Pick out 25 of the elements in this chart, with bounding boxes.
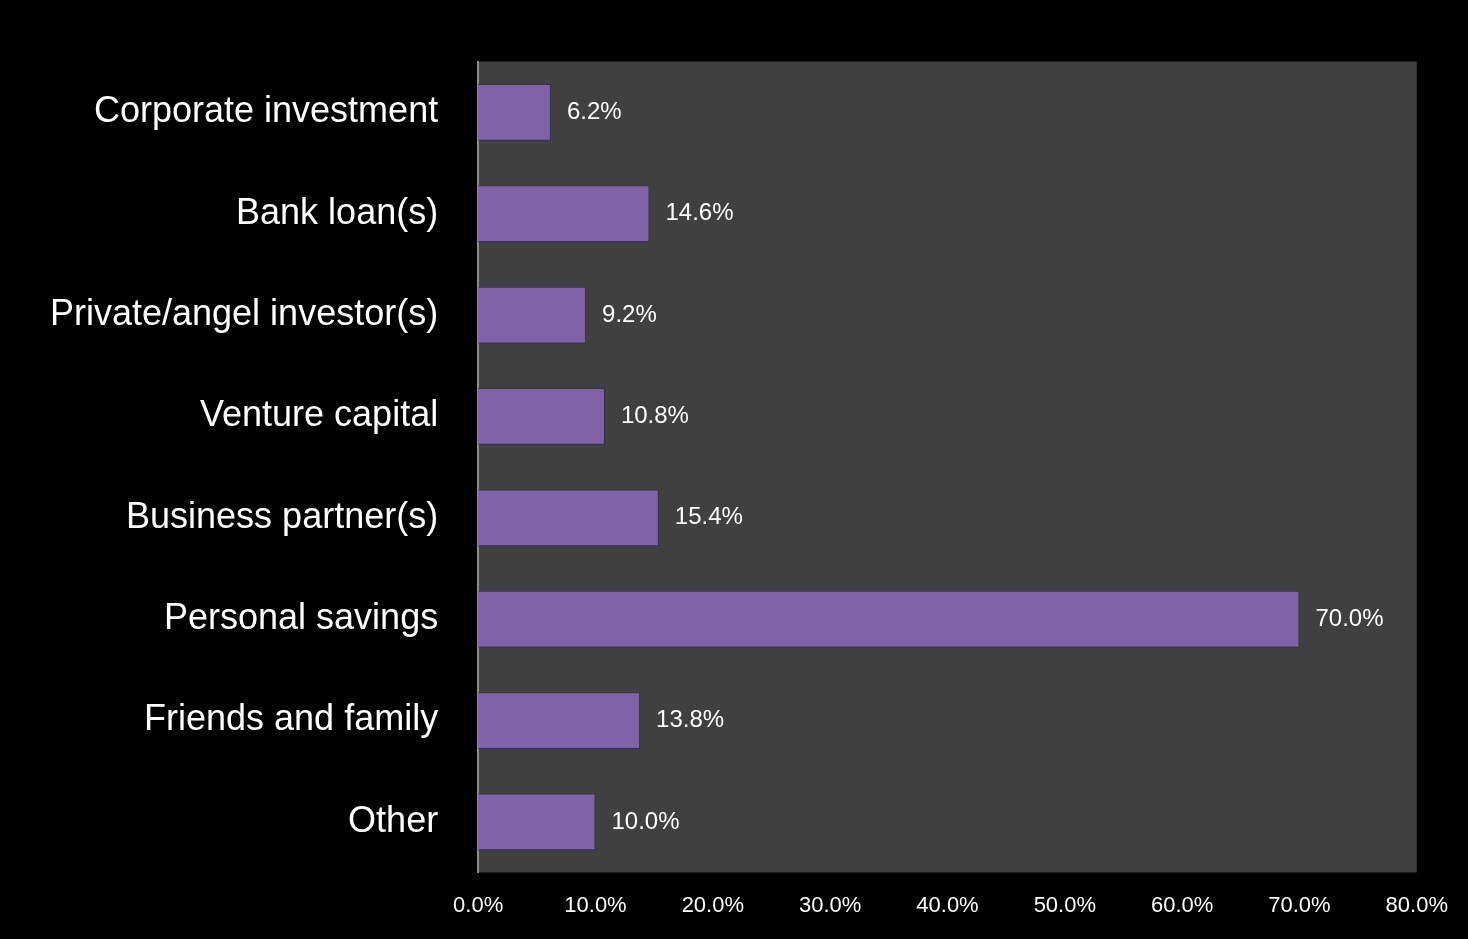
x-tick-label: 80.0% [1385, 891, 1449, 917]
x-tick-label: 40.0% [916, 891, 979, 917]
x-tick-label: 10.0% [564, 891, 627, 917]
y-tick-label: Bank loan(s) [236, 190, 439, 232]
y-tick-label: Personal savings [164, 596, 439, 638]
y-tick-label: Corporate investment [93, 89, 439, 131]
x-tick-label: 60.0% [1150, 891, 1214, 917]
x-tick-label: 70.0% [1268, 891, 1331, 917]
data-label: 13.8% [656, 705, 725, 733]
y-tick-label: Business partner(s) [126, 494, 439, 536]
y-tick-label: Private/angel investor(s) [49, 291, 439, 333]
data-label: 6.2% [566, 96, 622, 124]
y-tick-label: Other [348, 798, 439, 840]
x-tick-label: 50.0% [1033, 891, 1097, 917]
data-label: 70.0% [1315, 603, 1384, 631]
data-label: 9.2% [602, 299, 657, 327]
data-label: 14.6% [665, 198, 734, 226]
x-tick-label: 30.0% [798, 891, 862, 917]
y-tick-label: Friends and family [144, 697, 439, 739]
x-tick-label: 0.0% [453, 891, 504, 917]
data-label: 10.0% [611, 806, 680, 834]
y-tick-label: Venture capital [199, 393, 439, 435]
data-label: 10.8% [620, 401, 689, 429]
data-label: 15.4% [674, 502, 743, 530]
x-tick-label: 20.0% [681, 891, 745, 917]
